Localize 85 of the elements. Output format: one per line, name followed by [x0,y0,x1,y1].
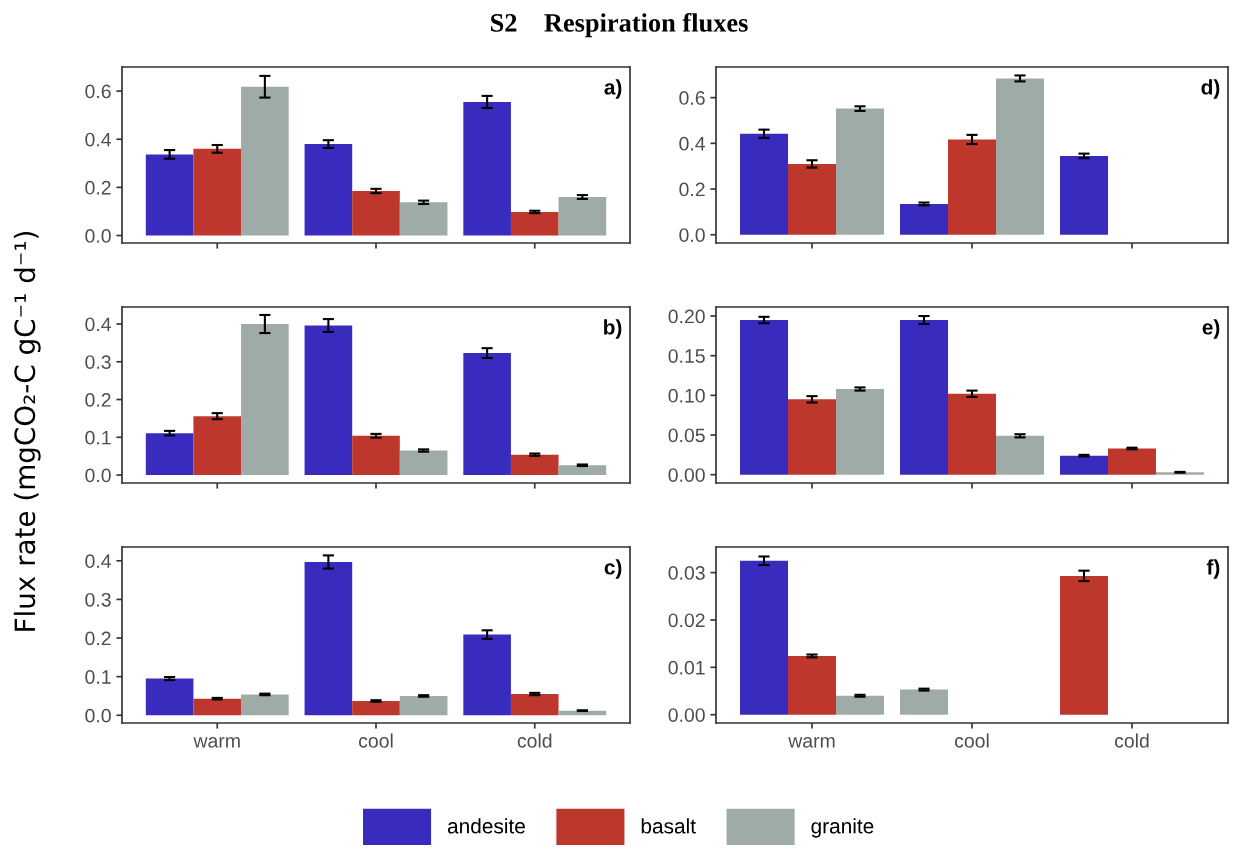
y-tick-label: 0.0 [679,228,705,243]
y-tick-label: 0.4 [85,317,112,332]
bar [145,678,194,716]
bar [510,454,559,476]
bar [1060,455,1108,475]
bar [558,465,607,476]
y-tick-label: 0.6 [85,84,111,99]
bar [193,416,242,476]
bar [996,435,1044,475]
y-tick-label: 0.1 [85,430,111,445]
annotation: b) [604,319,622,339]
y-tick-label: 0.03 [668,566,705,580]
bar [463,634,511,716]
y-axis-title: Flux rate (mgCO₂-C gC⁻¹ d⁻¹) [13,231,41,631]
y-tick-label: 0.00 [668,708,705,722]
y-tick-label: 0.4 [679,136,706,151]
annotation: f) [1206,559,1220,579]
x-tick-label: cool [954,733,989,748]
y-tick-label: 0.2 [85,180,111,195]
bar [740,133,788,235]
y-tick-label: 0.2 [85,631,111,646]
bar [788,163,836,235]
bar [304,325,353,476]
y-tick-label: 0.4 [85,554,112,569]
legend-label: granite [811,818,874,838]
legend-label: andesite [447,818,525,834]
bar [241,324,289,476]
bar [836,108,884,235]
bar [193,148,242,236]
annotation: e) [1202,319,1220,339]
bar [1060,155,1108,235]
bar [836,389,884,475]
y-tick-label: 0.20 [668,309,705,324]
bar [352,435,400,476]
bar [740,320,788,475]
bar [996,78,1044,235]
y-tick-label: 0.05 [668,428,705,443]
bar [304,561,353,716]
y-tick-label: 0.10 [668,388,705,403]
bar [510,211,559,236]
y-tick-label: 0.15 [668,349,705,363]
bar [900,320,948,475]
x-tick-label: warm [193,737,240,748]
legend-label: basalt [641,818,696,834]
bar [399,450,448,476]
bar [352,190,400,236]
annotation: a) [604,79,622,99]
y-tick-label: 0.3 [85,592,111,607]
bar [145,154,194,236]
bar [948,139,996,235]
annotation: c) [604,559,622,579]
y-tick-label: 0.2 [679,182,705,197]
bar [900,203,948,235]
chart-title: S2 Respiration fluxes [491,12,748,38]
y-tick-label: 0.0 [85,468,111,483]
bar [558,197,607,236]
y-tick-label: 0.0 [85,229,111,243]
bar [304,144,353,236]
y-tick-label: 0.4 [85,132,112,147]
y-tick-label: 0.2 [85,393,111,407]
x-tick-label: cold [1114,733,1149,748]
y-tick-label: 0.6 [679,91,705,105]
bar [463,353,511,476]
x-tick-label: cool [358,733,393,748]
bar [241,86,289,236]
y-tick-label: 0.1 [85,670,111,684]
bar [399,695,448,716]
bar [463,101,511,236]
bar [399,202,448,236]
y-tick-label: 0.01 [668,660,705,675]
y-tick-label: 0.0 [85,708,111,723]
bar [241,694,289,716]
bar [788,399,836,475]
bar [1108,448,1156,475]
annotation: d) [1201,79,1220,99]
x-tick-label: warm [788,737,835,748]
bar [948,393,996,475]
y-tick-label: 0.00 [668,468,705,482]
x-tick-label: cold [517,733,552,748]
bar [145,433,194,476]
y-tick-label: 0.3 [85,355,111,369]
bar [352,700,400,716]
bar [510,694,559,716]
bar [193,698,242,716]
y-tick-label: 0.02 [668,613,705,628]
